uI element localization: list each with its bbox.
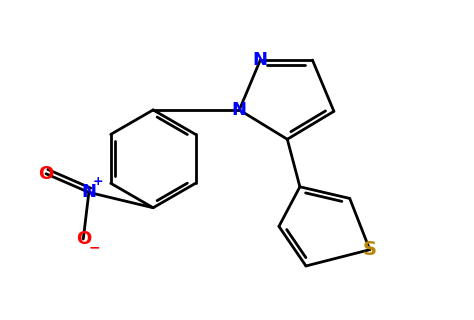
Text: S: S bbox=[363, 240, 377, 259]
Text: N: N bbox=[82, 183, 96, 201]
Text: O: O bbox=[38, 165, 54, 183]
Text: −: − bbox=[89, 240, 100, 254]
Text: N: N bbox=[253, 51, 268, 69]
Text: +: + bbox=[93, 175, 103, 188]
Text: O: O bbox=[76, 230, 91, 248]
Text: N: N bbox=[232, 101, 247, 119]
